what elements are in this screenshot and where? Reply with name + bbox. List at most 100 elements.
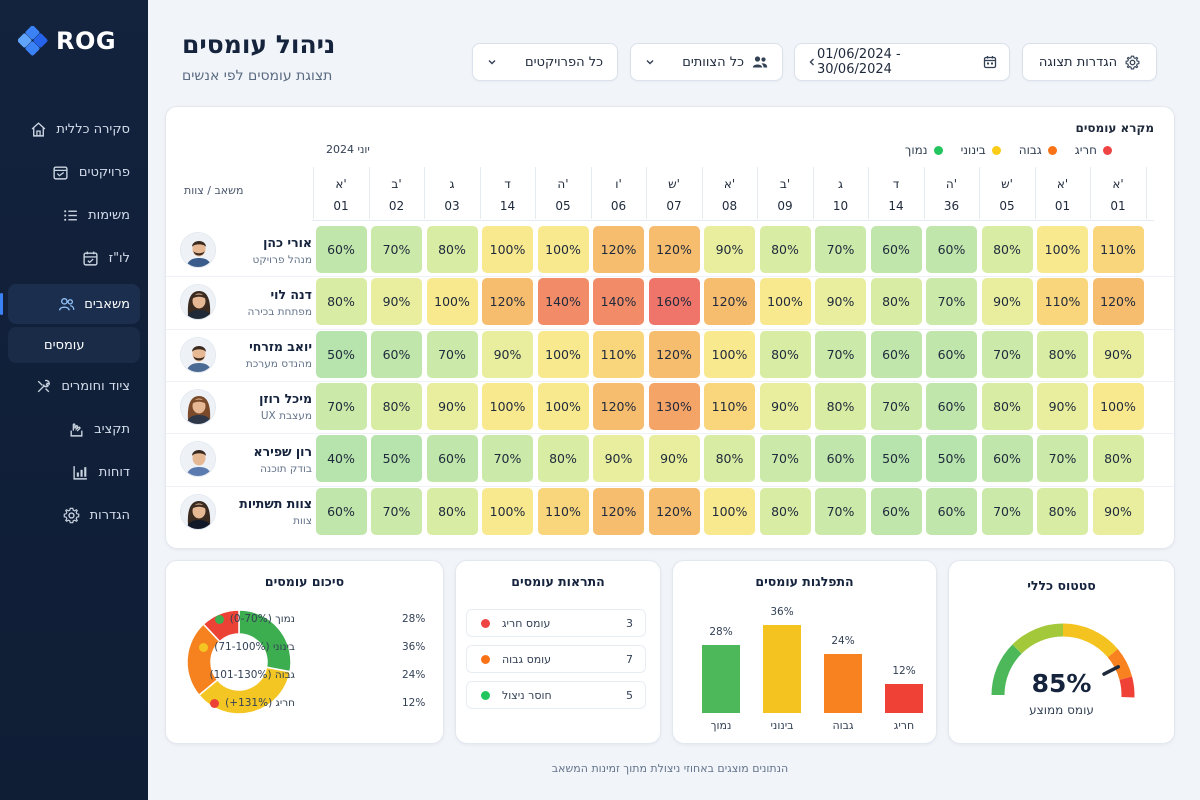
- sidebar-item-reports[interactable]: דוחות: [8, 452, 140, 492]
- heatmap-cell[interactable]: 140%: [537, 278, 589, 326]
- heatmap-cell[interactable]: 70%: [371, 226, 422, 273]
- sidebar-item-budget[interactable]: תקציב: [8, 409, 140, 449]
- heatmap-cell[interactable]: 100%: [537, 330, 589, 378]
- heatmap-cell[interactable]: 80%: [1037, 330, 1088, 378]
- heatmap-cell[interactable]: 80%: [759, 330, 811, 378]
- heatmap-cell[interactable]: 130%: [648, 382, 700, 430]
- heatmap-cell[interactable]: 90%: [981, 278, 1033, 326]
- heatmap-cell[interactable]: 80%: [759, 487, 811, 535]
- heatmap-cell[interactable]: 70%: [1037, 435, 1088, 483]
- heatmap-cell[interactable]: 100%: [704, 487, 755, 535]
- heatmap-cell[interactable]: 100%: [704, 330, 755, 378]
- heatmap-cell[interactable]: 100%: [1037, 226, 1088, 273]
- heatmap-cell[interactable]: 80%: [371, 382, 422, 430]
- heatmap-cell[interactable]: 70%: [482, 435, 533, 483]
- heatmap-cell[interactable]: 70%: [981, 330, 1033, 378]
- heatmap-cell[interactable]: 80%: [815, 382, 866, 430]
- heatmap-cell[interactable]: 60%: [371, 330, 422, 378]
- heatmap-cell[interactable]: 100%: [482, 382, 533, 430]
- heatmap-cell[interactable]: 70%: [926, 278, 977, 326]
- distribution-bar[interactable]: [702, 644, 740, 713]
- heatmap-cell[interactable]: 110%: [1092, 226, 1144, 273]
- heatmap-cell[interactable]: 110%: [537, 487, 589, 535]
- heatmap-cell[interactable]: 110%: [704, 382, 755, 430]
- heatmap-cell[interactable]: 120%: [482, 278, 533, 326]
- heatmap-cell[interactable]: 70%: [981, 487, 1033, 535]
- sidebar-item-home[interactable]: סקירה כללית: [8, 109, 140, 149]
- heatmap-cell[interactable]: 120%: [593, 487, 644, 535]
- heatmap-cell[interactable]: 60%: [926, 226, 977, 273]
- heatmap-cell[interactable]: 40%: [315, 435, 367, 483]
- heatmap-cell[interactable]: 60%: [870, 330, 922, 378]
- heatmap-cell[interactable]: 90%: [704, 226, 755, 273]
- heatmap-cell[interactable]: 90%: [759, 382, 811, 430]
- heatmap-cell[interactable]: 110%: [1037, 278, 1088, 326]
- heatmap-cell[interactable]: 70%: [870, 382, 922, 430]
- heatmap-cell[interactable]: 120%: [648, 226, 700, 273]
- heatmap-cell[interactable]: 50%: [315, 330, 367, 378]
- heatmap-cell[interactable]: 100%: [1092, 382, 1144, 430]
- heatmap-cell[interactable]: 60%: [870, 487, 922, 535]
- heatmap-cell[interactable]: 90%: [815, 278, 866, 326]
- heatmap-cell[interactable]: 80%: [315, 278, 367, 326]
- heatmap-cell[interactable]: 60%: [870, 226, 922, 273]
- heatmap-cell[interactable]: 110%: [593, 330, 644, 378]
- heatmap-cell[interactable]: 60%: [981, 435, 1033, 483]
- heatmap-cell[interactable]: 80%: [704, 435, 755, 483]
- app-logo[interactable]: ROG: [18, 26, 116, 56]
- heatmap-cell[interactable]: 60%: [815, 435, 866, 483]
- heatmap-cell[interactable]: 120%: [593, 382, 644, 430]
- donut-slice[interactable]: [202, 609, 240, 643]
- distribution-bar[interactable]: [885, 683, 923, 713]
- alert-row[interactable]: עומס חריג 3: [466, 609, 646, 637]
- resource-row-header[interactable]: דנה לוי מפתחת בכירה: [180, 282, 312, 322]
- teams-filter[interactable]: כל הצוותים: [630, 43, 783, 81]
- heatmap-cell[interactable]: 100%: [482, 226, 533, 273]
- heatmap-cell[interactable]: 120%: [648, 330, 700, 378]
- heatmap-cell[interactable]: 90%: [648, 435, 700, 483]
- heatmap-cell[interactable]: 80%: [426, 226, 478, 273]
- resource-row-header[interactable]: מיכל רוזן מעצבת UX: [180, 387, 312, 427]
- sidebar-item-tasks[interactable]: משימות: [8, 195, 140, 235]
- sidebar-item-settings[interactable]: הגדרות: [8, 495, 140, 535]
- alert-row[interactable]: חוסר ניצול 5: [466, 681, 646, 709]
- heatmap-cell[interactable]: 80%: [426, 487, 478, 535]
- heatmap-cell[interactable]: 90%: [371, 278, 422, 326]
- heatmap-cell[interactable]: 60%: [926, 330, 977, 378]
- heatmap-cell[interactable]: 70%: [815, 487, 866, 535]
- donut-slice[interactable]: [197, 666, 291, 715]
- date-range-picker[interactable]: 01/06/2024 - 30/06/2024: [794, 43, 1010, 81]
- view-settings-button[interactable]: הגדרות תצוגה: [1022, 43, 1157, 81]
- sidebar-subitem-workloads[interactable]: עומסים: [8, 327, 140, 363]
- heatmap-cell[interactable]: 90%: [1037, 382, 1088, 430]
- sidebar-item-tools[interactable]: ציוד וחומרים: [8, 366, 140, 406]
- heatmap-cell[interactable]: 60%: [315, 487, 367, 535]
- heatmap-cell[interactable]: 70%: [815, 226, 866, 273]
- heatmap-cell[interactable]: 60%: [315, 226, 367, 273]
- heatmap-cell[interactable]: 80%: [981, 226, 1033, 273]
- heatmap-cell[interactable]: 70%: [815, 330, 866, 378]
- heatmap-cell[interactable]: 70%: [759, 435, 811, 483]
- heatmap-cell[interactable]: 80%: [870, 278, 922, 326]
- heatmap-cell[interactable]: 120%: [593, 226, 644, 273]
- heatmap-cell[interactable]: 90%: [426, 382, 478, 430]
- alert-row[interactable]: עומס גבוה 7: [466, 645, 646, 673]
- distribution-bar[interactable]: [763, 625, 801, 713]
- resource-row-header[interactable]: צוות תשתיות צוות: [180, 492, 312, 532]
- heatmap-cell[interactable]: 60%: [926, 382, 977, 430]
- resource-row-header[interactable]: רון שפירא בודק תוכנה: [180, 439, 312, 479]
- heatmap-cell[interactable]: 50%: [870, 435, 922, 483]
- resource-row-header[interactable]: יואב מזרחי מהנדס מערכת: [180, 335, 312, 375]
- heatmap-cell[interactable]: 100%: [759, 278, 811, 326]
- heatmap-cell[interactable]: 100%: [537, 382, 589, 430]
- heatmap-cell[interactable]: 120%: [648, 487, 700, 535]
- heatmap-cell[interactable]: 100%: [482, 487, 533, 535]
- sidebar-item-users[interactable]: משאבים: [0, 284, 140, 324]
- heatmap-cell[interactable]: 80%: [537, 435, 589, 483]
- heatmap-cell[interactable]: 60%: [426, 435, 478, 483]
- heatmap-cell[interactable]: 90%: [593, 435, 644, 483]
- heatmap-cell[interactable]: 140%: [593, 278, 644, 326]
- heatmap-cell[interactable]: 160%: [648, 278, 700, 326]
- heatmap-cell[interactable]: 80%: [759, 226, 811, 273]
- heatmap-cell[interactable]: 80%: [981, 382, 1033, 430]
